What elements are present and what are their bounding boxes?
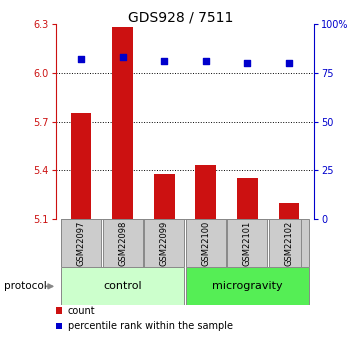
Point <box>120 55 126 60</box>
Text: GSM22099: GSM22099 <box>160 220 169 266</box>
Bar <box>186 219 226 267</box>
Bar <box>227 219 268 267</box>
Bar <box>144 219 184 267</box>
Text: microgravity: microgravity <box>212 282 283 291</box>
Text: percentile rank within the sample: percentile rank within the sample <box>68 322 233 331</box>
Bar <box>112 27 133 219</box>
Bar <box>279 203 300 219</box>
Text: GSM22102: GSM22102 <box>284 220 293 266</box>
Bar <box>61 267 184 305</box>
Point <box>78 57 84 62</box>
Bar <box>269 219 309 267</box>
Bar <box>61 219 101 267</box>
Bar <box>237 178 258 219</box>
Text: GSM22101: GSM22101 <box>243 220 252 266</box>
Text: GSM22097: GSM22097 <box>77 220 86 266</box>
Point <box>286 60 292 66</box>
Bar <box>186 267 309 305</box>
Bar <box>103 219 143 267</box>
Bar <box>154 174 175 219</box>
Text: count: count <box>68 306 96 316</box>
Text: GDS928 / 7511: GDS928 / 7511 <box>128 10 233 24</box>
Text: control: control <box>103 282 142 291</box>
Bar <box>70 114 91 219</box>
Text: GSM22098: GSM22098 <box>118 220 127 266</box>
Text: protocol: protocol <box>4 282 46 291</box>
Text: GSM22100: GSM22100 <box>201 220 210 266</box>
Point <box>203 58 209 64</box>
Point <box>161 58 167 64</box>
Bar <box>195 166 216 219</box>
Point <box>244 60 250 66</box>
